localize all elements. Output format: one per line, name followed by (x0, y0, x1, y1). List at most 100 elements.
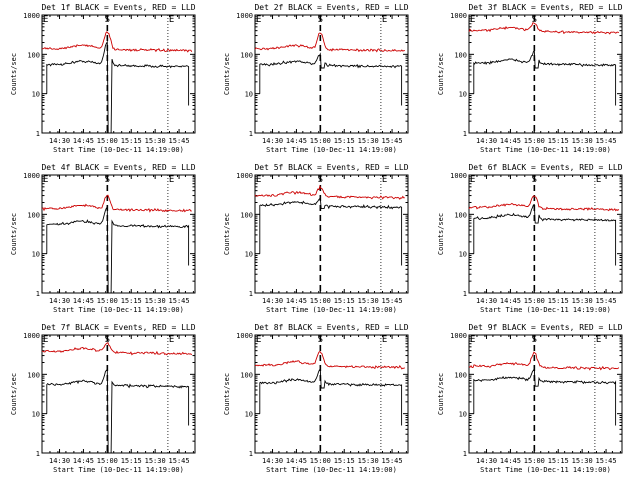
lld-series-line (468, 22, 620, 35)
x-axis-label: Start Time (10-Dec-11 14:19:00) (53, 306, 184, 314)
edge-marker-label: E (382, 335, 387, 345)
x-tick-label: 15:00 (310, 297, 331, 305)
x-tick-label: 14:45 (73, 297, 94, 305)
y-tick-label: 100 (240, 211, 253, 219)
x-tick-label: 14:30 (262, 297, 283, 305)
y-tick-label: 100 (27, 51, 40, 59)
panel-title: Det 8f BLACK = Events, RED = LLD (254, 323, 408, 332)
edge-marker-label: E (169, 175, 174, 185)
y-tick-label: 10 (32, 251, 40, 259)
y-axis-label: Counts/sec (437, 213, 445, 255)
plot-frame (468, 14, 623, 134)
start-marker-label: S (532, 15, 537, 25)
x-tick-label: 14:30 (476, 297, 497, 305)
y-axis-label: Counts/sec (437, 53, 445, 95)
x-tick-label: 15:30 (572, 457, 593, 465)
events-series-line (46, 40, 190, 134)
events-series-line (259, 197, 403, 266)
x-axis-label: Start Time (10-Dec-11 14:19:00) (266, 146, 397, 154)
x-tick-label: 15:30 (145, 297, 166, 305)
y-axis-label: Counts/sec (223, 213, 231, 255)
panel-title: Det 6f BLACK = Events, RED = LLD (468, 163, 622, 172)
edge-marker-label: E (256, 335, 261, 345)
y-tick-label: 1000 (236, 332, 253, 340)
y-axis-label: Counts/sec (223, 53, 231, 95)
x-tick-label: 14:30 (49, 457, 70, 465)
x-tick-label: 15:15 (121, 137, 142, 145)
plot-frame (254, 174, 409, 294)
lld-series-line (468, 351, 620, 371)
x-tick-label: 15:45 (169, 137, 190, 145)
x-tick-label: 15:45 (169, 297, 190, 305)
x-axis-label: Start Time (10-Dec-11 14:19:00) (480, 306, 611, 314)
y-tick-label: 1000 (450, 172, 467, 180)
edge-marker-label: E (596, 175, 601, 185)
edge-marker-label: E (596, 335, 601, 345)
x-axis-label: Start Time (10-Dec-11 14:19:00) (480, 466, 611, 474)
start-marker-label: S (318, 175, 323, 185)
y-tick-label: 1000 (23, 172, 40, 180)
y-axis-label: Counts/sec (10, 213, 18, 255)
x-tick-label: 15:00 (524, 457, 545, 465)
y-tick-label: 1 (463, 450, 467, 458)
edge-marker-label: E (256, 175, 261, 185)
plot-frame (254, 14, 409, 134)
y-tick-label: 1000 (236, 12, 253, 20)
x-tick-label: 15:30 (358, 297, 379, 305)
edge-marker-label: E (470, 175, 475, 185)
x-tick-label: 15:15 (121, 297, 142, 305)
x-tick-label: 15:30 (358, 457, 379, 465)
x-tick-label: 14:45 (73, 137, 94, 145)
panel-2: Det 2f BLACK = Events, RED = LLD 1 10 100 10… (223, 3, 409, 154)
start-marker-label: S (105, 175, 110, 185)
x-tick-label: 15:00 (97, 297, 118, 305)
edge-marker-label: E (382, 175, 387, 185)
start-marker-label: S (318, 335, 323, 345)
edge-marker-label: E (169, 335, 174, 345)
events-series-line (259, 52, 403, 106)
y-tick-label: 10 (245, 91, 253, 99)
start-marker-label: S (105, 335, 110, 345)
x-tick-label: 14:30 (49, 297, 70, 305)
y-tick-label: 1 (36, 450, 40, 458)
panel-title: Det 2f BLACK = Events, RED = LLD (254, 3, 408, 12)
x-tick-label: 15:45 (596, 137, 617, 145)
start-marker-label: S (105, 15, 110, 25)
plot-frame (41, 14, 196, 134)
y-tick-label: 100 (240, 51, 253, 59)
x-tick-label: 15:15 (334, 457, 355, 465)
panel-3: Det 3f BLACK = Events, RED = LLD 1 10 100 10… (437, 3, 623, 154)
panel-title: Det 9f BLACK = Events, RED = LLD (468, 323, 622, 332)
edge-marker-label: E (43, 15, 48, 25)
lld-series-line (41, 194, 192, 213)
y-tick-label: 1000 (450, 332, 467, 340)
edge-marker-label: E (470, 15, 475, 25)
panel-7: Det 7f BLACK = Events, RED = LLD 1 10 100 10… (10, 323, 196, 474)
panel-6: Det 6f BLACK = Events, RED = LLD 1 10 100 10… (437, 163, 623, 314)
x-tick-label: 15:45 (382, 457, 403, 465)
y-tick-label: 10 (245, 251, 253, 259)
y-tick-label: 10 (459, 411, 467, 419)
plot-frame (41, 174, 196, 294)
y-axis-label: Counts/sec (223, 373, 231, 415)
x-tick-label: 14:30 (476, 137, 497, 145)
panel-title: Det 7f BLACK = Events, RED = LLD (41, 323, 195, 332)
y-tick-label: 1 (36, 290, 40, 298)
y-tick-label: 1000 (450, 12, 467, 20)
x-tick-label: 14:45 (286, 457, 307, 465)
x-tick-label: 15:15 (548, 137, 569, 145)
panel-title: Det 4f BLACK = Events, RED = LLD (41, 163, 195, 172)
x-tick-label: 15:45 (169, 457, 190, 465)
x-tick-label: 15:15 (548, 457, 569, 465)
lld-series-line (41, 31, 193, 53)
x-axis-label: Start Time (10-Dec-11 14:19:00) (53, 466, 184, 474)
x-tick-label: 14:45 (286, 297, 307, 305)
y-tick-label: 100 (240, 371, 253, 379)
y-tick-label: 100 (454, 211, 467, 219)
x-tick-label: 14:45 (286, 137, 307, 145)
y-tick-label: 1 (249, 130, 253, 138)
x-tick-label: 14:45 (500, 137, 521, 145)
y-axis-label: Counts/sec (437, 373, 445, 415)
x-tick-label: 15:00 (97, 137, 118, 145)
